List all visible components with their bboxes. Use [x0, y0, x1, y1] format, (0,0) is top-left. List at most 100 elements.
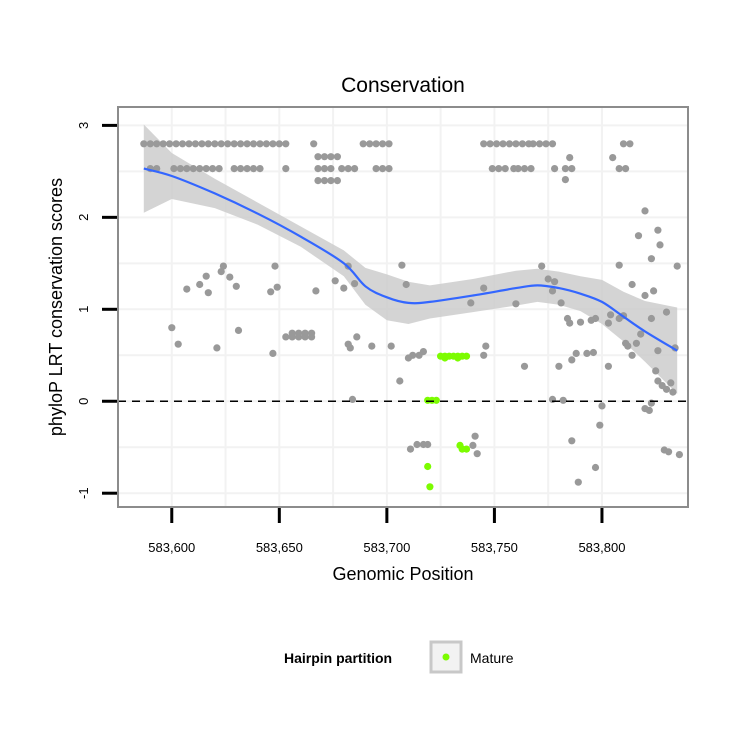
- other-point: [282, 333, 290, 341]
- other-point: [587, 316, 595, 324]
- other-point: [359, 140, 367, 148]
- y-tick-label: 2: [76, 214, 91, 221]
- other-point: [488, 165, 496, 173]
- other-point: [596, 421, 604, 429]
- other-point: [308, 329, 316, 337]
- other-point: [467, 299, 475, 307]
- other-point: [178, 140, 187, 148]
- other-point: [172, 140, 180, 148]
- legend-title: Hairpin partition: [284, 650, 392, 666]
- other-point: [312, 287, 320, 295]
- other-point: [338, 165, 346, 173]
- other-point: [159, 140, 167, 148]
- other-point: [183, 285, 191, 293]
- other-point: [232, 282, 240, 290]
- other-point: [185, 140, 193, 148]
- other-point: [641, 291, 649, 300]
- other-point: [243, 140, 251, 148]
- other-point: [168, 324, 176, 332]
- other-point: [204, 140, 212, 148]
- other-point: [499, 140, 507, 148]
- other-point: [576, 318, 585, 326]
- other-point: [271, 262, 279, 270]
- other-point: [366, 140, 374, 148]
- other-point: [320, 177, 329, 185]
- other-point: [574, 478, 582, 486]
- other-point: [662, 385, 671, 393]
- other-point: [310, 140, 318, 148]
- other-point: [512, 300, 520, 308]
- other-point: [512, 140, 520, 148]
- mature-point: [454, 354, 462, 362]
- other-point: [333, 153, 341, 161]
- other-point: [379, 140, 387, 148]
- other-point: [269, 140, 277, 148]
- other-point: [269, 349, 277, 357]
- y-tick-label: 1: [76, 306, 91, 313]
- other-point: [480, 284, 488, 292]
- other-point: [262, 140, 270, 148]
- plot-panel: [117, 106, 689, 508]
- other-point: [396, 377, 404, 385]
- other-point: [645, 406, 653, 414]
- other-point: [561, 176, 570, 184]
- other-point: [654, 377, 662, 385]
- other-point: [372, 165, 380, 173]
- other-point: [314, 177, 322, 185]
- other-point: [419, 348, 427, 356]
- other-point: [351, 280, 359, 288]
- points-layer: [140, 140, 684, 491]
- other-point: [217, 140, 225, 148]
- other-point: [572, 349, 580, 357]
- other-point: [398, 261, 406, 269]
- other-point: [372, 140, 380, 148]
- x-tick-label: 583,750: [471, 540, 518, 555]
- other-point: [673, 262, 681, 270]
- other-point: [536, 140, 544, 148]
- other-point: [607, 311, 615, 319]
- chart-title: Conservation: [341, 74, 465, 97]
- other-point: [219, 262, 227, 270]
- other-point: [256, 165, 264, 173]
- mature-point: [462, 352, 471, 360]
- other-point: [551, 165, 559, 173]
- other-point: [520, 165, 529, 173]
- other-point: [568, 437, 576, 445]
- other-point: [493, 140, 501, 148]
- other-point: [495, 165, 503, 173]
- other-point: [217, 268, 225, 276]
- other-point: [615, 261, 623, 269]
- other-point: [566, 154, 574, 162]
- other-point: [196, 280, 204, 289]
- other-point: [520, 362, 529, 370]
- other-point: [198, 140, 206, 148]
- mature-point: [424, 462, 432, 471]
- other-point: [568, 356, 576, 364]
- other-point: [295, 329, 303, 337]
- y-tick-label: 3: [76, 122, 91, 129]
- other-point: [641, 207, 649, 215]
- other-point: [544, 275, 552, 283]
- other-point: [486, 140, 494, 148]
- other-point: [647, 314, 656, 323]
- other-point: [665, 448, 673, 456]
- other-point: [346, 344, 354, 352]
- other-point: [368, 342, 376, 350]
- other-point: [249, 140, 258, 148]
- other-point: [628, 351, 636, 359]
- x-tick-label: 583,650: [256, 540, 303, 555]
- other-point: [327, 153, 335, 161]
- other-point: [174, 340, 182, 348]
- y-tick-label: -1: [76, 487, 91, 499]
- other-point: [406, 445, 415, 453]
- other-point: [191, 140, 199, 148]
- other-point: [628, 280, 636, 289]
- other-point: [213, 344, 221, 352]
- other-point: [561, 165, 570, 173]
- other-point: [387, 342, 395, 350]
- other-point: [598, 402, 606, 410]
- x-tick-label: 583,600: [148, 540, 195, 555]
- other-point: [424, 440, 432, 449]
- other-point: [656, 241, 664, 249]
- smooth-fit-line: [143, 167, 678, 352]
